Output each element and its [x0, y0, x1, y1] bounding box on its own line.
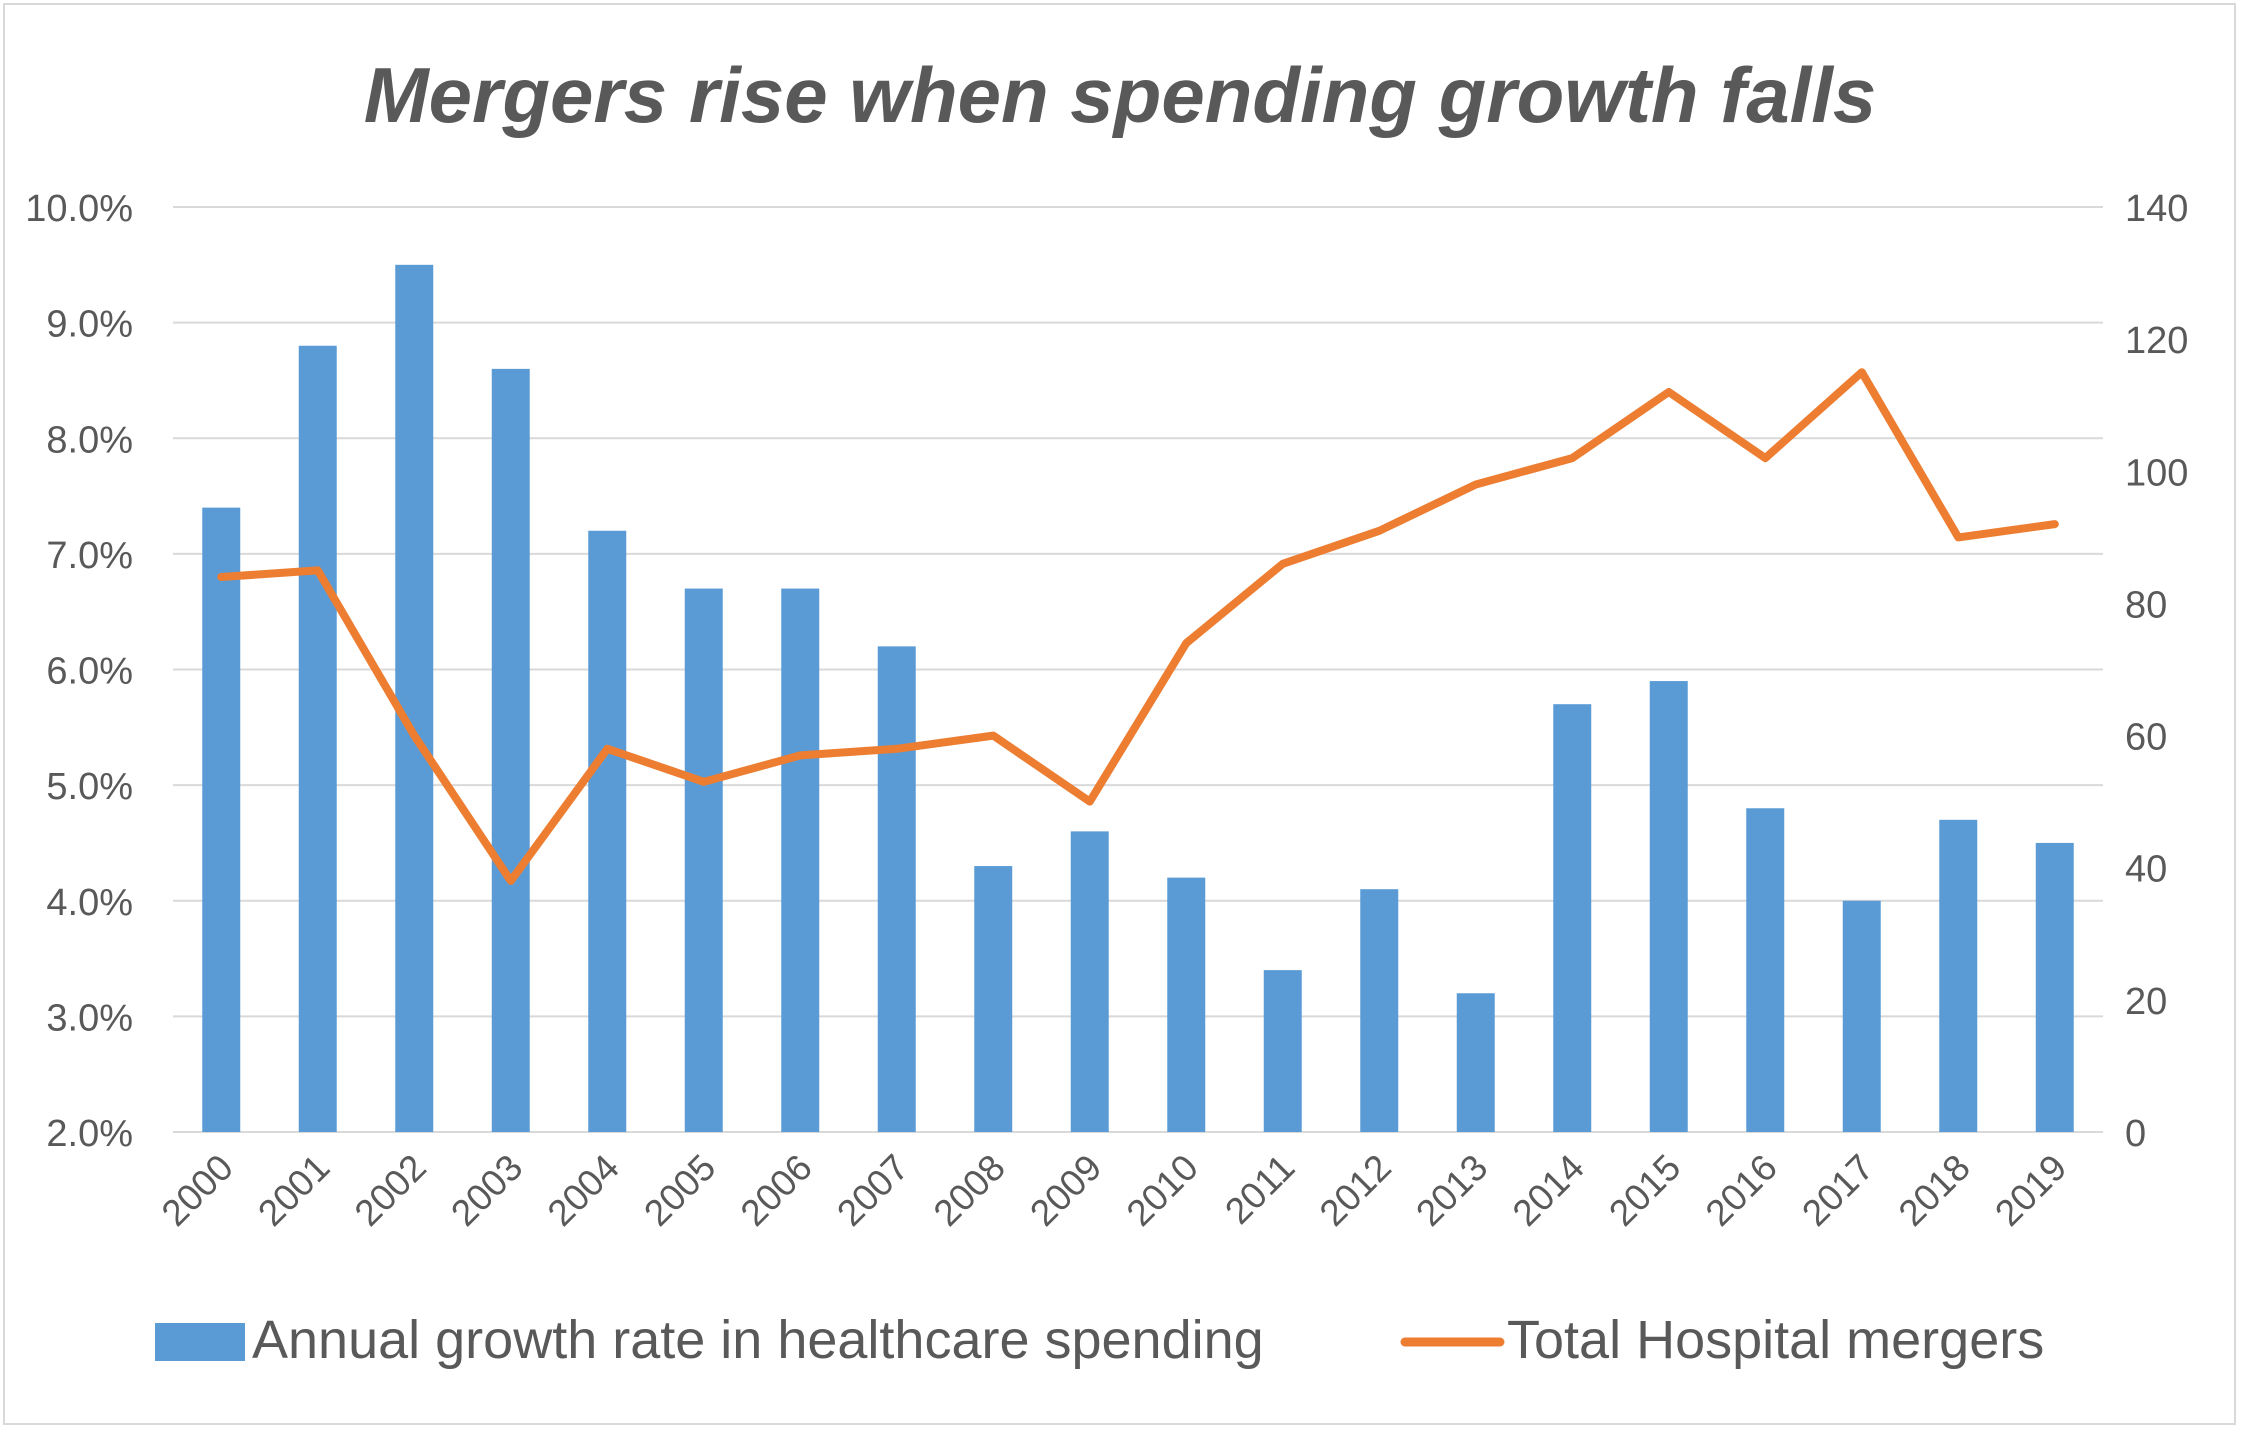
bar-2000 [202, 507, 241, 1132]
line-point-2016 [1764, 457, 1767, 460]
right-tick-label: 40 [2125, 849, 2167, 891]
line-point-2019 [2053, 523, 2056, 526]
left-tick-label: 4.0% [46, 882, 133, 924]
line-point-2009 [1088, 800, 1091, 803]
line-point-2014 [1571, 457, 1574, 460]
right-tick-label: 20 [2125, 981, 2167, 1023]
legend: Annual growth rate in healthcare spendin… [155, 1310, 2044, 1370]
line-point-2018 [1957, 536, 1960, 539]
bar-2006 [781, 588, 820, 1132]
bar-2011 [1263, 970, 1302, 1132]
x-tick-label: 2019 [1987, 1147, 2074, 1234]
line-point-2012 [1378, 529, 1381, 532]
right-tick-label: 80 [2125, 584, 2167, 626]
right-tick-label: 100 [2125, 452, 2188, 494]
line-point-2010 [1185, 642, 1188, 645]
right-tick-label: 120 [2125, 320, 2188, 362]
line-point-2001 [316, 569, 319, 572]
x-tick-label: 2011 [1217, 1147, 1302, 1232]
bar-2017 [1842, 900, 1881, 1132]
bar-2016 [1746, 808, 1785, 1132]
line-point-2000 [220, 576, 223, 578]
left-tick-label: 3.0% [46, 997, 133, 1039]
left-tick-label: 5.0% [46, 766, 133, 808]
bar-series [202, 264, 2074, 1132]
line-point-2017 [1860, 371, 1863, 374]
right-axis-ticks: 0 20 40 60 80 100 120 140 [2125, 188, 2188, 1155]
bar-2014 [1553, 704, 1592, 1132]
bar-2019 [2035, 842, 2074, 1132]
bar-2018 [1939, 819, 1978, 1132]
chart-title: Mergers rise when spending growth falls [364, 51, 1877, 139]
line-point-2002 [413, 734, 416, 737]
x-tick-label: 2000 [154, 1147, 241, 1234]
x-tick-label: 2006 [733, 1147, 820, 1234]
bar-2007 [877, 646, 916, 1132]
gridlines [173, 206, 2103, 1133]
line-point-2003 [509, 879, 512, 882]
x-tick-label: 2001 [250, 1147, 337, 1234]
x-tick-label: 2007 [829, 1147, 916, 1234]
x-tick-label: 2009 [1022, 1147, 1109, 1234]
bar-2015 [1649, 681, 1688, 1132]
bar-2010 [1167, 877, 1206, 1132]
legend-bar-swatch [155, 1323, 245, 1361]
bar-2005 [684, 588, 723, 1132]
legend-bar-label: Annual growth rate in healthcare spendin… [252, 1310, 1264, 1370]
x-tick-label: 2002 [347, 1147, 434, 1234]
x-tick-label: 2013 [1408, 1147, 1495, 1234]
x-tick-label: 2016 [1698, 1147, 1785, 1234]
line-point-2015 [1667, 391, 1670, 393]
chart-frame [3, 3, 2236, 1425]
x-tick-label: 2014 [1505, 1147, 1592, 1234]
bar-2012 [1360, 889, 1399, 1132]
line-point-2004 [606, 747, 609, 750]
x-tick-label: 2017 [1794, 1147, 1881, 1234]
bar-2001 [298, 345, 337, 1132]
x-tick-label: 2005 [636, 1147, 723, 1234]
left-tick-label: 6.0% [46, 651, 133, 693]
bar-2003 [491, 368, 530, 1132]
right-tick-label: 0 [2125, 1113, 2146, 1155]
x-tick-label: 2018 [1891, 1147, 1978, 1234]
x-tick-label: 2015 [1601, 1147, 1688, 1234]
bar-2004 [588, 530, 627, 1132]
left-tick-label: 8.0% [46, 419, 133, 461]
x-tick-label: 2004 [540, 1147, 627, 1234]
left-tick-label: 10.0% [25, 188, 133, 230]
x-tick-label: 2008 [926, 1147, 1013, 1234]
legend-line-label: Total Hospital mergers [1507, 1310, 2044, 1370]
bar-2008 [974, 866, 1013, 1132]
bar-2002 [395, 264, 434, 1132]
line-point-2005 [702, 780, 705, 783]
left-tick-label: 7.0% [46, 535, 133, 577]
x-axis-ticks: 2000 2001 2002 2003 2004 2005 2006 2007 2008 2009… [154, 1147, 2075, 1234]
bar-2013 [1456, 993, 1495, 1132]
left-axis-ticks: 2.0% 3.0% 4.0% 5.0% 6.0% 7.0% 8.0% 9.0% 10.0% [25, 188, 133, 1155]
line-point-2007 [895, 747, 898, 750]
left-tick-label: 9.0% [46, 304, 133, 346]
line-mergers [217, 368, 2059, 885]
x-tick-label: 2012 [1312, 1147, 1399, 1234]
line-point-2006 [799, 754, 802, 757]
line-point-2008 [992, 734, 995, 737]
right-tick-label: 60 [2125, 717, 2167, 759]
left-tick-label: 2.0% [46, 1113, 133, 1155]
line-series [217, 368, 2059, 885]
line-point-2011 [1281, 562, 1284, 565]
bar-2009 [1070, 831, 1109, 1132]
x-tick-label: 2010 [1119, 1147, 1206, 1234]
right-tick-label: 140 [2125, 188, 2188, 230]
x-tick-label: 2003 [443, 1147, 530, 1234]
line-point-2013 [1474, 483, 1477, 486]
